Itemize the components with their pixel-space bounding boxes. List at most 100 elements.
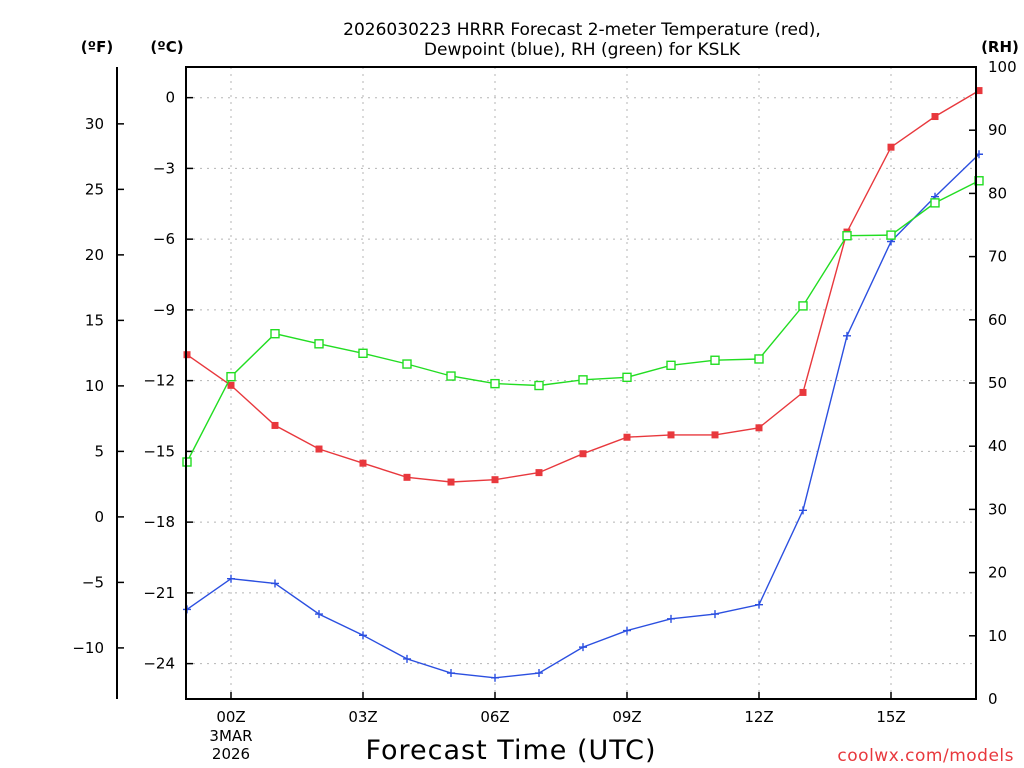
credit-text: coolwx.com/models — [837, 746, 1014, 766]
temperature-point — [755, 424, 763, 432]
celsius-axis: 0 −3 −6 −9 −12 −15 −18 −21 −24 — [143, 89, 193, 673]
rh-point — [578, 375, 588, 385]
celsius-tick-label: −6 — [153, 230, 175, 248]
celsius-tick-label: −3 — [153, 159, 175, 177]
temperature-line — [186, 89, 980, 483]
rh-tick-label: 60 — [988, 311, 1007, 329]
data-series — [182, 87, 984, 682]
temperature-point — [447, 478, 455, 486]
rh-point — [270, 329, 280, 339]
dewpoint-point — [579, 643, 587, 652]
rh-point — [666, 360, 676, 371]
temperature-point — [579, 450, 587, 458]
dewpoint-point — [315, 610, 323, 619]
temperature-point — [403, 473, 411, 481]
rh-tick-label: 80 — [988, 184, 1007, 202]
dewpoint-point — [799, 506, 807, 515]
temperature-point — [887, 143, 895, 151]
dewpoint-point — [843, 331, 851, 340]
temperature-point — [799, 388, 807, 396]
rh-point — [754, 354, 764, 364]
rh-unit-label: (RH) — [981, 38, 1019, 56]
dewpoint-point — [667, 614, 675, 623]
dewpoint-point — [227, 574, 235, 583]
rh-tick-label: 90 — [988, 121, 1007, 139]
dewpoint-point — [447, 669, 455, 678]
dewpoint-point — [711, 610, 719, 619]
fahrenheit-tick-label: −10 — [72, 639, 104, 657]
date-label: 2026 — [212, 745, 250, 763]
dewpoint-point — [491, 673, 499, 682]
temperature-point — [315, 445, 323, 453]
dewpoint-point — [359, 631, 367, 640]
fahrenheit-tick-label: 20 — [85, 246, 104, 264]
temperature-point — [667, 431, 675, 439]
rh-line — [186, 180, 980, 463]
rh-point — [930, 198, 940, 208]
time-tick-label: 03Z — [348, 708, 377, 726]
fahrenheit-axis: 30 25 20 15 10 5 0 −5 −10 — [72, 67, 124, 699]
time-tick-label: 09Z — [612, 708, 641, 726]
rh-tick-label: 30 — [988, 500, 1007, 518]
time-tick-label: 12Z — [744, 708, 773, 726]
rh-point — [358, 348, 368, 358]
temperature-point — [711, 431, 719, 439]
series-dewpoint — [183, 150, 983, 682]
x-axis-title: Forecast Time (UTC) — [365, 735, 656, 766]
celsius-tick-label: 0 — [165, 89, 175, 107]
temperature-point — [623, 433, 631, 441]
rh-point — [534, 380, 544, 391]
rh-tick-label: 10 — [988, 627, 1007, 645]
fahrenheit-tick-label: 30 — [85, 115, 104, 133]
time-tick-label: 00Z — [216, 708, 245, 726]
celsius-tick-label: −12 — [143, 372, 175, 390]
chart-title-line-1: 2026030223 HRRR Forecast 2-meter Tempera… — [343, 20, 821, 40]
series-rh — [182, 176, 984, 467]
fahrenheit-tick-label: 10 — [85, 377, 104, 395]
rh-tick-label: 40 — [988, 437, 1007, 455]
chart-title-line-2: Dewpoint (blue), RH (green) for KSLK — [424, 40, 741, 60]
celsius-tick-label: −9 — [153, 301, 175, 319]
rh-point — [798, 301, 808, 311]
fahrenheit-tick-label: 5 — [94, 442, 104, 460]
dewpoint-point — [271, 579, 279, 588]
fahrenheit-unit-label: (ºF) — [81, 38, 113, 56]
rh-point — [490, 378, 500, 389]
rh-point — [842, 231, 852, 241]
celsius-unit-label: (ºC) — [150, 38, 183, 56]
celsius-tick-label: −15 — [143, 442, 175, 460]
temperature-point — [931, 113, 939, 121]
dewpoint-line — [186, 153, 980, 679]
rh-point — [886, 230, 896, 240]
rh-tick-label: 70 — [988, 248, 1007, 266]
rh-point — [446, 371, 456, 381]
celsius-tick-label: −18 — [143, 513, 175, 531]
rh-point — [622, 372, 632, 383]
rh-point — [402, 359, 412, 369]
fahrenheit-tick-label: −5 — [82, 573, 104, 591]
rh-tick-label: 50 — [988, 374, 1007, 392]
fahrenheit-tick-label: 15 — [85, 311, 104, 329]
time-tick-label: 06Z — [480, 708, 509, 726]
celsius-tick-label: −21 — [143, 584, 175, 602]
fahrenheit-tick-label: 0 — [94, 508, 104, 526]
series-temperature — [183, 87, 983, 486]
temperature-point — [535, 469, 543, 477]
time-tick-label: 15Z — [876, 708, 905, 726]
dewpoint-point — [755, 600, 763, 609]
celsius-tick-label: −24 — [143, 655, 175, 673]
rh-point — [710, 355, 720, 365]
rh-point — [226, 371, 236, 382]
dewpoint-point — [403, 654, 411, 663]
temperature-point — [975, 87, 983, 95]
rh-axis: 0 10 20 30 40 50 60 70 80 90 100 — [969, 58, 1017, 708]
rh-point — [314, 339, 324, 349]
fahrenheit-tick-label: 25 — [85, 180, 104, 198]
temperature-point — [271, 421, 279, 429]
chart-title: 2026030223 HRRR Forecast 2-meter Tempera… — [343, 20, 821, 60]
dewpoint-point — [623, 626, 631, 635]
dewpoint-point — [535, 669, 543, 678]
rh-tick-label: 100 — [988, 58, 1017, 76]
